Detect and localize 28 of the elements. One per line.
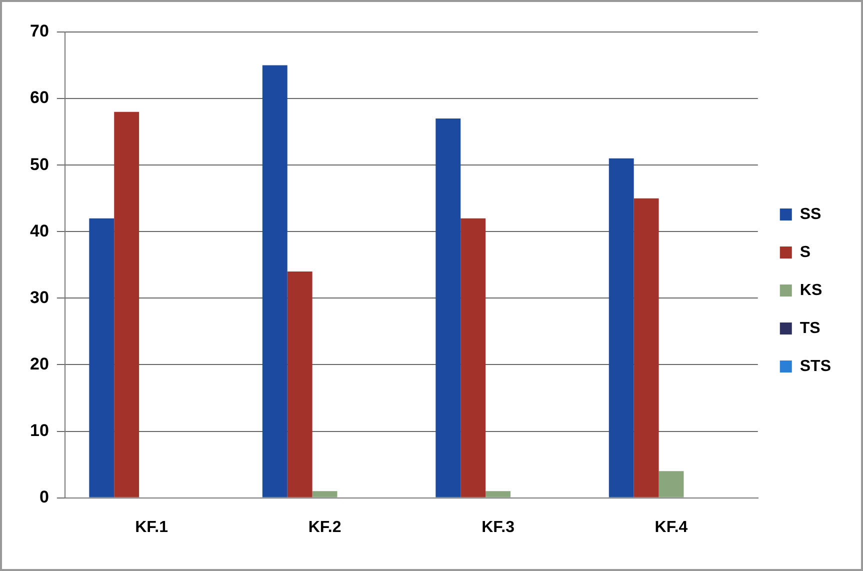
legend-label: SS <box>800 206 822 223</box>
x-tick-label: KF.4 <box>654 518 688 536</box>
y-tick-label: 0 <box>39 487 49 506</box>
bar <box>312 491 338 498</box>
y-tick-label: 50 <box>30 154 49 174</box>
y-tick-label: 10 <box>30 420 49 440</box>
bar <box>460 218 486 498</box>
x-tick-label: KF.3 <box>482 518 515 536</box>
bar <box>114 112 140 498</box>
y-tick-label: 70 <box>30 22 49 41</box>
bar <box>658 471 684 498</box>
bar <box>262 65 288 498</box>
y-tick-label: 30 <box>30 288 49 307</box>
y-tick-label: 60 <box>30 88 49 108</box>
legend-label: STS <box>800 358 832 375</box>
legend-label: TS <box>800 320 821 337</box>
bar <box>486 491 510 498</box>
y-tick-label: 40 <box>30 221 49 240</box>
bar <box>608 158 634 498</box>
x-tick-label: KF.1 <box>135 518 168 536</box>
bar <box>89 218 114 498</box>
bar <box>287 272 312 498</box>
bar <box>436 118 461 498</box>
legend-label: KS <box>800 282 822 299</box>
x-tick-label: KF.2 <box>308 518 342 536</box>
bar <box>634 198 659 498</box>
y-tick-label: 20 <box>30 354 49 374</box>
legend-label: S <box>800 244 811 261</box>
